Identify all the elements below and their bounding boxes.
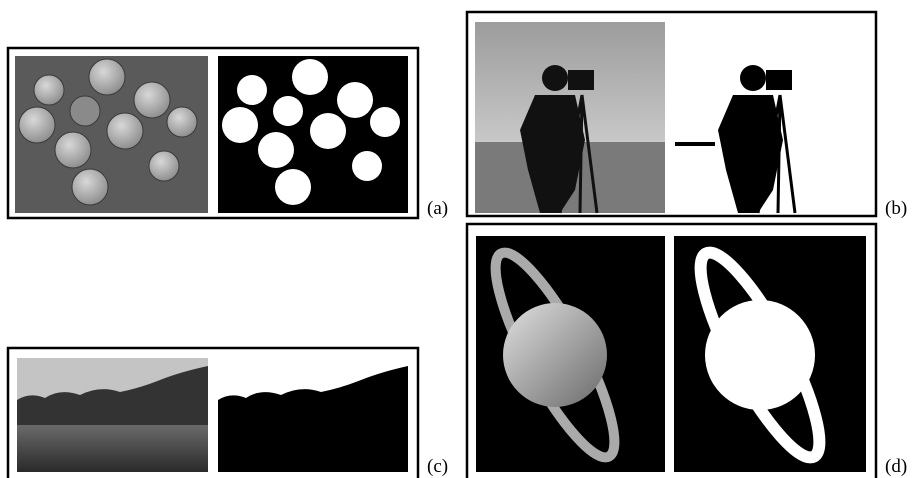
panel-b: (b) xyxy=(465,10,907,219)
panel-label: (b) xyxy=(885,198,907,219)
panel-c: (c) xyxy=(6,346,448,478)
coins xyxy=(18,58,198,206)
trees xyxy=(17,366,208,425)
panel-frame xyxy=(6,46,420,220)
water xyxy=(17,425,208,472)
coin-masks xyxy=(222,59,400,205)
panel-frame xyxy=(465,222,878,478)
panel-frame xyxy=(6,346,420,478)
planet-mask xyxy=(705,300,815,410)
silhouette xyxy=(520,65,599,214)
planet xyxy=(503,303,607,407)
panel-d: (d) xyxy=(465,222,907,478)
panel-label: (c) xyxy=(427,456,448,477)
panel-a: (a) xyxy=(6,46,448,220)
silhouette-mask xyxy=(675,65,797,214)
panel-label: (a) xyxy=(427,198,448,219)
panel-label: (d) xyxy=(885,456,907,477)
panel-frame xyxy=(465,10,878,218)
mask xyxy=(218,366,408,472)
